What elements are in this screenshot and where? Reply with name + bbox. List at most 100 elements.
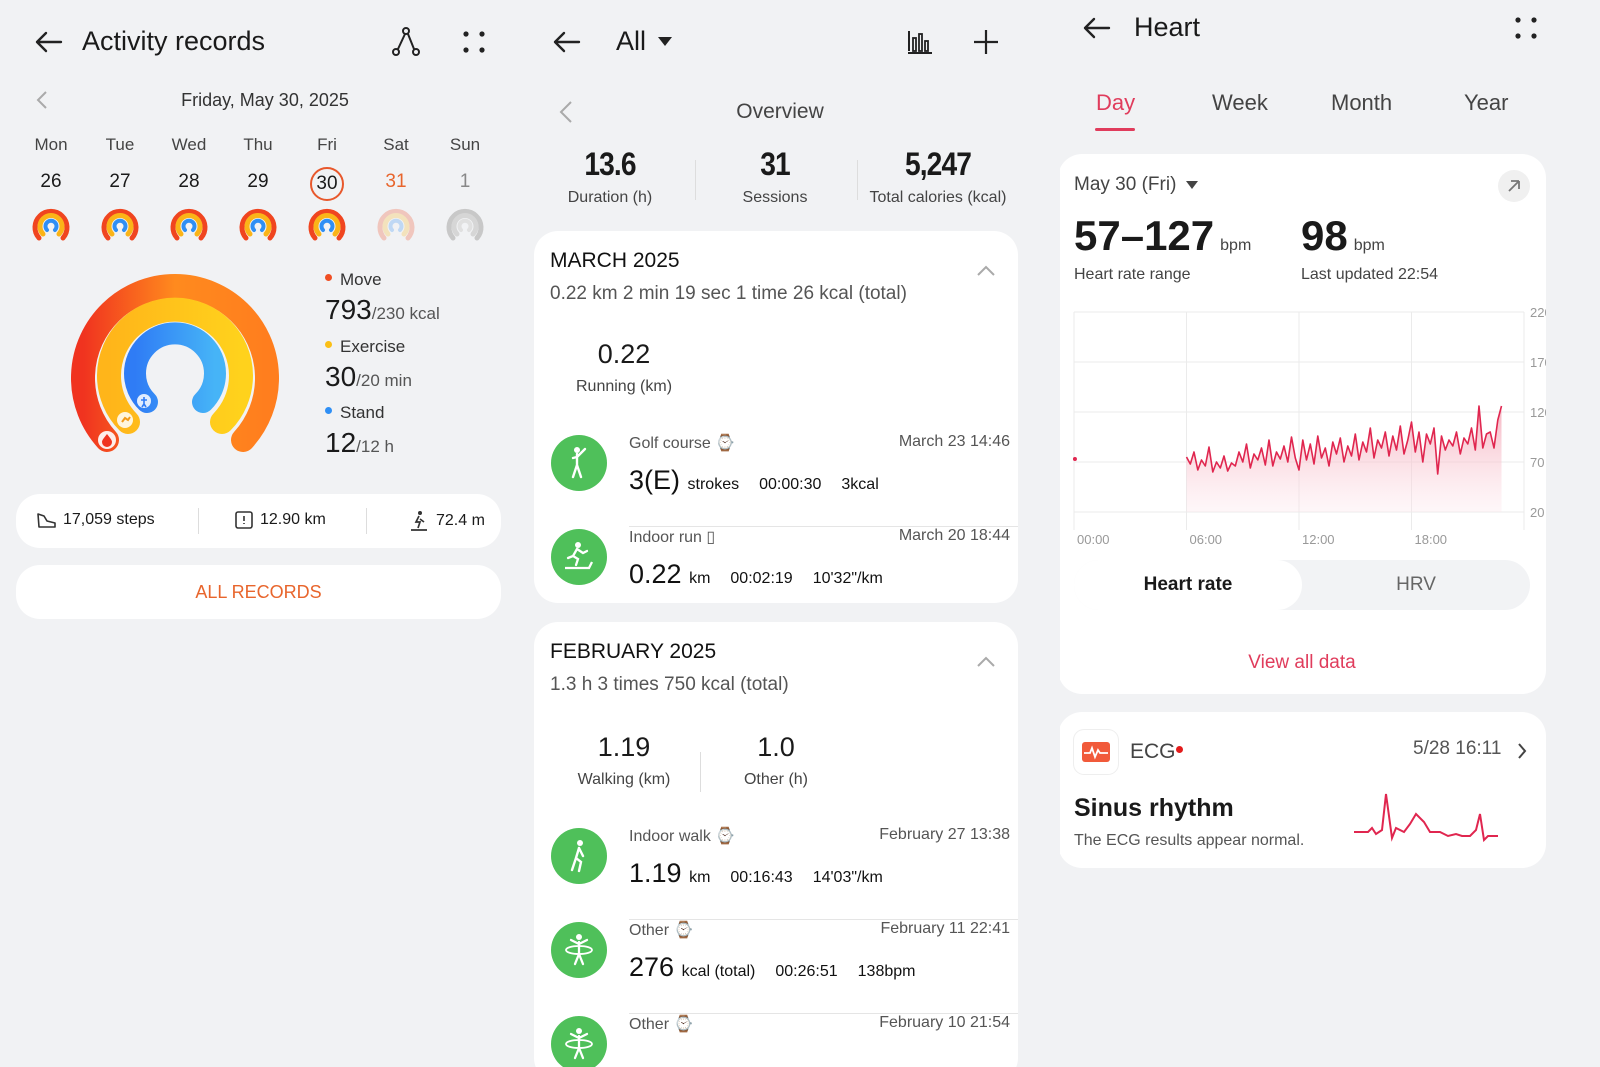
heart-panel: Heart Day Week Month Year May 30 (Fri) 5…: [1060, 0, 1600, 1067]
overview-calories: 5,247 Total calories (kcal): [869, 146, 1007, 206]
exercise-value: 30: [325, 361, 357, 392]
tab-year[interactable]: Year: [1464, 90, 1509, 115]
record-indoor-run[interactable]: Indoor run ▯ March 20 18:44 0.22 km 00:02…: [534, 527, 1034, 621]
running-stat: 0.22 Running (km): [575, 339, 673, 395]
mini-ring-icon: [445, 205, 485, 245]
collapse-chevron-icon[interactable]: [974, 261, 998, 281]
walk-icon: [551, 828, 607, 884]
mini-ring-icon: [307, 205, 347, 245]
move-dot-icon: [325, 274, 332, 282]
exercise-dot-icon: [325, 341, 332, 349]
ecg-result: Sinus rhythm: [1074, 794, 1234, 822]
route-icon[interactable]: [388, 24, 424, 60]
day-thu[interactable]: Thu 29: [233, 135, 283, 245]
mini-ring-icon: [100, 205, 140, 245]
climb-icon: [411, 511, 427, 531]
view-all-data-link[interactable]: View all data: [1248, 652, 1356, 673]
record-other-1[interactable]: Other ⌚ February 11 22:41 276 kcal (tota…: [534, 920, 1034, 1014]
february-header[interactable]: FEBRUARY 2025 1.3 h 3 times 750 kcal (to…: [550, 640, 789, 695]
march-card: MARCH 2025 0.22 km 2 min 19 sec 1 time 2…: [534, 231, 1018, 603]
day-name: Wed: [171, 135, 207, 154]
caret-down-icon: [658, 36, 673, 46]
y-tick-label: 170: [1530, 355, 1546, 370]
day-fri[interactable]: Fri 30: [302, 135, 352, 245]
ecg-description: The ECG results appear normal.: [1074, 832, 1305, 849]
back-arrow-icon[interactable]: [548, 24, 584, 60]
chevron-right-icon: [1514, 740, 1530, 762]
day-name: Tue: [105, 135, 135, 154]
toggle-hrv[interactable]: HRV: [1396, 574, 1436, 595]
march-header[interactable]: MARCH 2025 0.22 km 2 min 19 sec 1 time 2…: [550, 249, 907, 304]
stand-goal: /12 h: [356, 437, 394, 456]
current-date: Friday, May 30, 2025: [181, 90, 349, 110]
y-tick-label: 220: [1530, 305, 1546, 320]
day-wed[interactable]: Wed 28: [164, 135, 214, 245]
golf-icon: [551, 435, 607, 491]
day-tue[interactable]: Tue 27: [95, 135, 145, 245]
x-tick-label: 12:00: [1302, 532, 1335, 547]
record-golf[interactable]: Golf course ⌚ March 23 14:46 3(E) stroke…: [534, 433, 1034, 527]
back-arrow-icon[interactable]: [1078, 10, 1114, 46]
move-legend: Move 793/230 kcal: [325, 270, 440, 325]
more-menu-icon[interactable]: [1508, 10, 1544, 46]
tab-month[interactable]: Month: [1331, 90, 1393, 115]
tab-indicator: [1095, 128, 1135, 131]
records-panel: All Overview 13.6 Duration (h) 31 Sessio…: [530, 0, 1060, 1067]
more-menu-icon[interactable]: [456, 24, 492, 60]
mini-ring-icon: [376, 205, 416, 245]
last-updated: Last updated 22:54: [1301, 266, 1439, 283]
record-other-2[interactable]: Other ⌚ February 10 21:54: [534, 1014, 1034, 1067]
ecg-label: ECG: [1130, 740, 1176, 763]
day-sun[interactable]: Sun 1: [440, 135, 490, 245]
filter-dropdown[interactable]: All: [616, 26, 673, 57]
day-date: 27: [109, 171, 131, 192]
hr-point: [1072, 457, 1077, 461]
add-icon[interactable]: [968, 24, 1004, 60]
day-sat[interactable]: Sat 31: [371, 135, 421, 245]
exercise-legend: Exercise 30/20 min: [325, 337, 412, 392]
toggle-heart-rate[interactable]: Heart rate: [1074, 560, 1302, 610]
all-records-button[interactable]: ALL RECORDS: [16, 565, 501, 619]
day-date: 30: [310, 167, 344, 201]
hr-line: [1185, 405, 1503, 475]
day-name: Sun: [449, 135, 481, 154]
tab-week[interactable]: Week: [1212, 90, 1268, 115]
x-tick-label: 06:00: [1190, 532, 1223, 547]
day-name: Thu: [243, 135, 273, 154]
y-tick-label: 70: [1530, 455, 1544, 470]
distance-value: 12.90 km: [260, 511, 326, 528]
prev-week-icon[interactable]: [30, 88, 54, 112]
watch-icon: ⌚: [673, 1016, 694, 1033]
day-mon[interactable]: Mon 26: [26, 135, 76, 245]
prev-period-icon[interactable]: [554, 98, 578, 126]
stand-dot-icon: [325, 407, 332, 415]
day-name: Fri: [317, 135, 337, 154]
day-date: 1: [459, 171, 471, 192]
heart-rate-chart: 220 170 120 70 20 00:00 06:00 12:00 18:00: [1072, 305, 1546, 547]
overview-label: Overview: [736, 100, 824, 123]
mini-ring-icon: [238, 205, 278, 245]
tab-day[interactable]: Day: [1096, 90, 1136, 115]
ecg-card[interactable]: ECG 5/28 16:11 Sinus rhythm The ECG resu…: [1060, 712, 1546, 868]
day-date: 31: [385, 171, 407, 192]
watch-icon: ⌚: [715, 435, 736, 452]
watch-icon: ⌚: [715, 828, 736, 845]
overview-duration: 13.6 Duration (h): [567, 146, 653, 206]
record-indoor-walk[interactable]: Indoor walk ⌚ February 27 13:38 1.19 km 0…: [534, 826, 1034, 920]
bar-chart-icon[interactable]: [902, 24, 938, 60]
activity-panel: Activity records Friday, May 30, 2025 Mo…: [0, 0, 530, 1067]
walking-stat: 1.19 Walking (km): [577, 732, 671, 788]
expand-icon[interactable]: [1498, 170, 1530, 202]
other-stat: 1.0 Other (h): [743, 732, 808, 788]
y-tick-label: 20: [1530, 505, 1544, 520]
move-goal: /230 kcal: [371, 304, 440, 323]
back-arrow-icon[interactable]: [30, 24, 66, 60]
climb-value: 72.4 m: [436, 512, 485, 529]
collapse-chevron-icon[interactable]: [974, 652, 998, 672]
ecg-time: 5/28 16:11: [1413, 738, 1502, 759]
x-tick-label: 18:00: [1415, 532, 1448, 547]
overview-sessions: 31 Sessions: [742, 146, 808, 206]
heart-rate-range: 57–127 bpm: [1074, 212, 1252, 259]
date-selector[interactable]: May 30 (Fri): [1074, 174, 1199, 196]
phone-icon: ▯: [706, 529, 716, 546]
